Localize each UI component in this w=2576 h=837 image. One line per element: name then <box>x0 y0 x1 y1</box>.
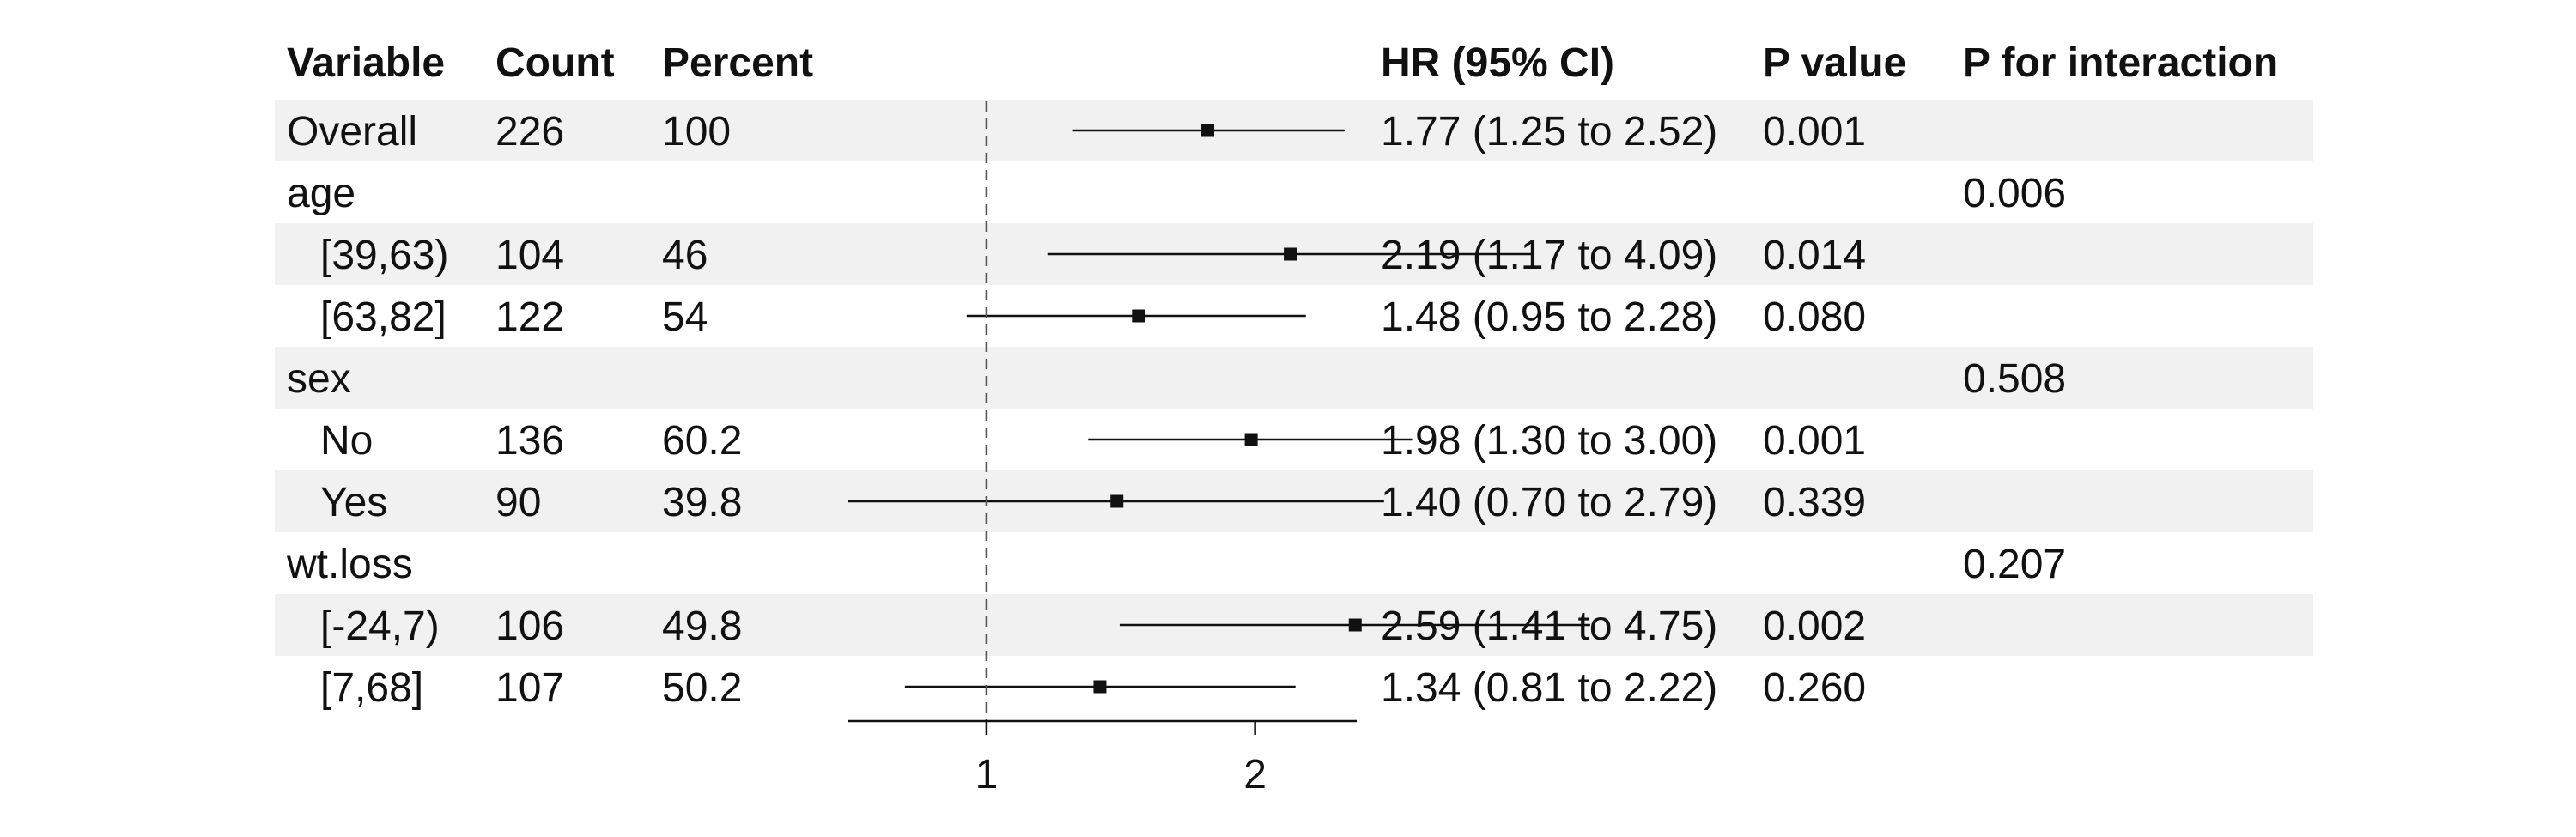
row-label: [7,68] <box>320 665 423 711</box>
row-count: 136 <box>495 418 564 464</box>
point-estimate <box>1284 247 1297 261</box>
table-row: [7,68] 107 50.2 1.34 (0.81 to 2.22) 0.260 <box>320 665 1866 711</box>
plot-area <box>848 101 1590 721</box>
row-label: Yes <box>320 480 387 525</box>
point-estimate <box>1132 309 1145 323</box>
header-percent: Percent <box>662 40 813 86</box>
row-count: 107 <box>495 665 564 711</box>
table-row: [39,63) 104 46 2.19 (1.17 to 4.09) 0.014 <box>320 233 1866 278</box>
row-hr-ci: 1.34 (0.81 to 2.22) <box>1381 665 1717 711</box>
row-count: 106 <box>495 603 564 649</box>
row-count: 122 <box>495 294 564 340</box>
header-hr: HR (95% CI) <box>1381 40 1614 86</box>
row-count: 90 <box>495 480 541 525</box>
row-label: wt.loss <box>286 542 413 587</box>
row-p-value: 0.001 <box>1763 418 1866 464</box>
row-label: Overall <box>287 109 417 155</box>
row-label: [39,63) <box>320 233 448 278</box>
table-row: sex 0.508 <box>287 356 2066 402</box>
point-estimate <box>1093 680 1107 694</box>
row-percent: 100 <box>662 109 731 155</box>
table-row: [-24,7) 106 49.8 2.59 (1.41 to 4.75) 0.002 <box>320 603 1866 649</box>
row-percent: 50.2 <box>662 665 742 711</box>
header-pint: P for interaction <box>1963 40 2278 86</box>
header-pvalue: P value <box>1763 40 1906 86</box>
row-p-value: 0.339 <box>1763 480 1866 525</box>
row-hr-ci: 2.59 (1.41 to 4.75) <box>1381 603 1717 649</box>
row-count: 104 <box>495 233 564 278</box>
table-row: age 0.006 <box>287 171 2066 216</box>
row-hr-ci: 1.40 (0.70 to 2.79) <box>1381 480 1717 525</box>
row-label: [-24,7) <box>320 603 440 649</box>
row-p-value: 0.001 <box>1763 109 1866 155</box>
row-percent: 39.8 <box>662 480 742 525</box>
row-percent: 60.2 <box>662 418 742 464</box>
row-p-interaction: 0.508 <box>1963 356 2066 402</box>
table-row: wt.loss 0.207 <box>286 542 2066 587</box>
row-percent: 49.8 <box>662 603 742 649</box>
row-shade <box>275 347 2313 409</box>
table-header: Variable Count Percent HR (95% CI) P val… <box>287 40 2278 86</box>
row-count: 226 <box>495 109 564 155</box>
row-p-interaction: 0.207 <box>1963 542 2066 587</box>
row-p-value: 0.080 <box>1763 294 1866 340</box>
x-tick-label: 2 <box>1243 752 1267 798</box>
row-label: age <box>287 171 355 216</box>
table-row: Overall 226 100 1.77 (1.25 to 2.52) 0.001 <box>287 109 1866 155</box>
x-tick-label: 1 <box>975 752 999 798</box>
table-row: No 136 60.2 1.98 (1.30 to 3.00) 0.001 <box>320 418 1866 464</box>
row-p-value: 0.260 <box>1763 665 1866 711</box>
row-p-value: 0.002 <box>1763 603 1866 649</box>
table-row: [63,82] 122 54 1.48 (0.95 to 2.28) 0.080 <box>320 294 1866 340</box>
row-label: No <box>320 418 373 464</box>
row-hr-ci: 1.98 (1.30 to 3.00) <box>1381 418 1717 464</box>
header-variable: Variable <box>287 40 445 86</box>
row-hr-ci: 1.77 (1.25 to 2.52) <box>1381 109 1717 155</box>
point-estimate <box>1348 618 1362 632</box>
header-count: Count <box>495 40 615 86</box>
row-percent: 46 <box>662 233 708 278</box>
row-hr-ci: 1.48 (0.95 to 2.28) <box>1381 294 1717 340</box>
table-row: Yes 90 39.8 1.40 (0.70 to 2.79) 0.339 <box>320 480 1866 525</box>
point-estimate <box>1201 124 1215 137</box>
table-rows: Overall 226 100 1.77 (1.25 to 2.52) 0.001 age… <box>286 109 2066 711</box>
row-p-value: 0.014 <box>1763 233 1866 278</box>
point-estimate <box>1244 433 1258 446</box>
row-p-interaction: 0.006 <box>1963 171 2066 216</box>
row-hr-ci: 2.19 (1.17 to 4.09) <box>1381 233 1717 278</box>
row-label: sex <box>287 356 351 402</box>
row-percent: 54 <box>662 294 708 340</box>
point-estimate <box>1110 494 1124 508</box>
row-label: [63,82] <box>320 294 447 340</box>
